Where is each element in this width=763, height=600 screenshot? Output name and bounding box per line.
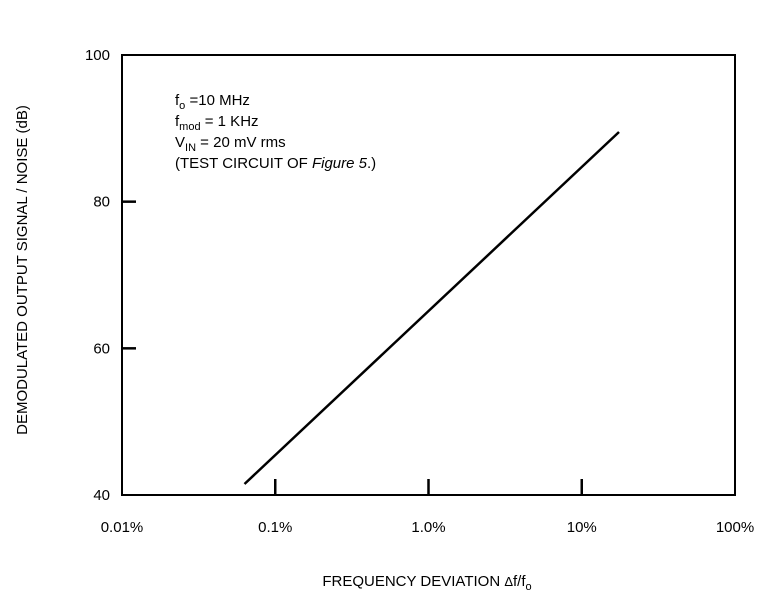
x-tick-label: 0.1% bbox=[258, 519, 292, 536]
x-axis-title: FREQUENCY DEVIATION Δf/fo bbox=[322, 573, 531, 593]
y-tick-label: 100 bbox=[85, 47, 110, 64]
y-tick-label: 40 bbox=[93, 487, 110, 504]
annotation-line-4: (TEST CIRCUIT OF Figure 5.) bbox=[175, 155, 376, 172]
series-layer bbox=[243, 131, 620, 485]
x-tick-label: 100% bbox=[716, 519, 754, 536]
x-tick-label: 10% bbox=[567, 519, 597, 536]
y-tick-label: 80 bbox=[93, 194, 110, 211]
y-tick-label: 60 bbox=[93, 340, 110, 357]
y-axis-title: DEMODULATED OUTPUT SIGNAL / NOISE (dB) bbox=[14, 105, 31, 435]
series-line bbox=[243, 131, 620, 485]
annotation-line-3: VIN = 20 mV rms bbox=[175, 134, 286, 154]
annotation-line-2: fmod = 1 KHz bbox=[175, 113, 259, 133]
annotation-block: fo =10 MHz fmod = 1 KHz VIN = 20 mV rms … bbox=[175, 92, 376, 172]
y-axis-ticks: 40 60 80 100 bbox=[85, 47, 136, 504]
annotation-line-1: fo =10 MHz bbox=[175, 92, 250, 112]
x-tick-label: 1.0% bbox=[411, 519, 445, 536]
x-axis-ticks: 0.01% 0.1% 1.0% 10% 100% bbox=[101, 479, 754, 536]
x-tick-label: 0.01% bbox=[101, 519, 144, 536]
